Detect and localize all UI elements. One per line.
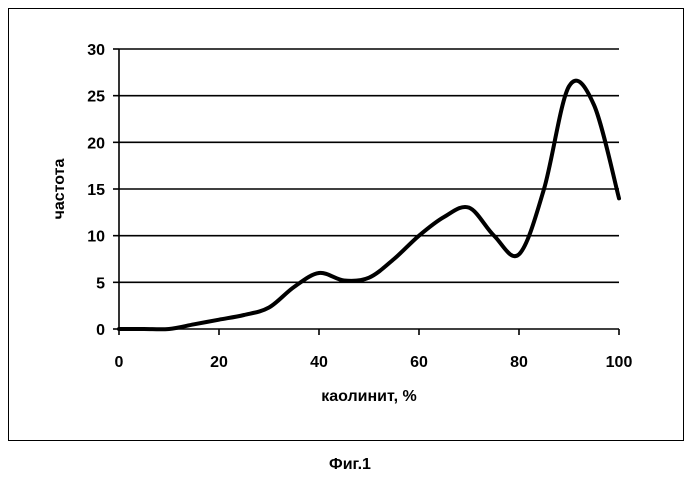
y-tick-label: 0: [96, 322, 105, 339]
x-tick-label: 60: [410, 354, 428, 371]
series-line: [119, 81, 619, 330]
y-tick-label: 30: [87, 42, 105, 59]
grid-lines: [119, 49, 619, 282]
y-tick-label: 10: [87, 229, 105, 246]
y-tick-label: 25: [87, 89, 105, 106]
figure-caption: Фиг.1: [0, 456, 700, 474]
x-tick-label: 80: [510, 354, 528, 371]
y-tick-label: 20: [87, 135, 105, 152]
tick-labels: 0 5 10 15 20 25 30 0 20 40 60 80 100: [87, 42, 632, 371]
line-chart: 0 5 10 15 20 25 30 0 20 40 60 80 100 каолинит, % час…: [9, 9, 685, 442]
x-tick-label: 40: [310, 354, 328, 371]
y-tick-label: 15: [87, 182, 105, 199]
series-layer: [119, 81, 619, 330]
x-tick-label: 0: [115, 354, 124, 371]
chart-frame: 0 5 10 15 20 25 30 0 20 40 60 80 100 каолинит, % час…: [8, 8, 684, 441]
x-tick-label: 20: [210, 354, 228, 371]
x-axis-title: каолинит, %: [321, 388, 417, 405]
y-tick-label: 5: [96, 275, 105, 292]
y-axis-title: частота: [51, 158, 68, 219]
x-tick-label: 100: [606, 354, 633, 371]
